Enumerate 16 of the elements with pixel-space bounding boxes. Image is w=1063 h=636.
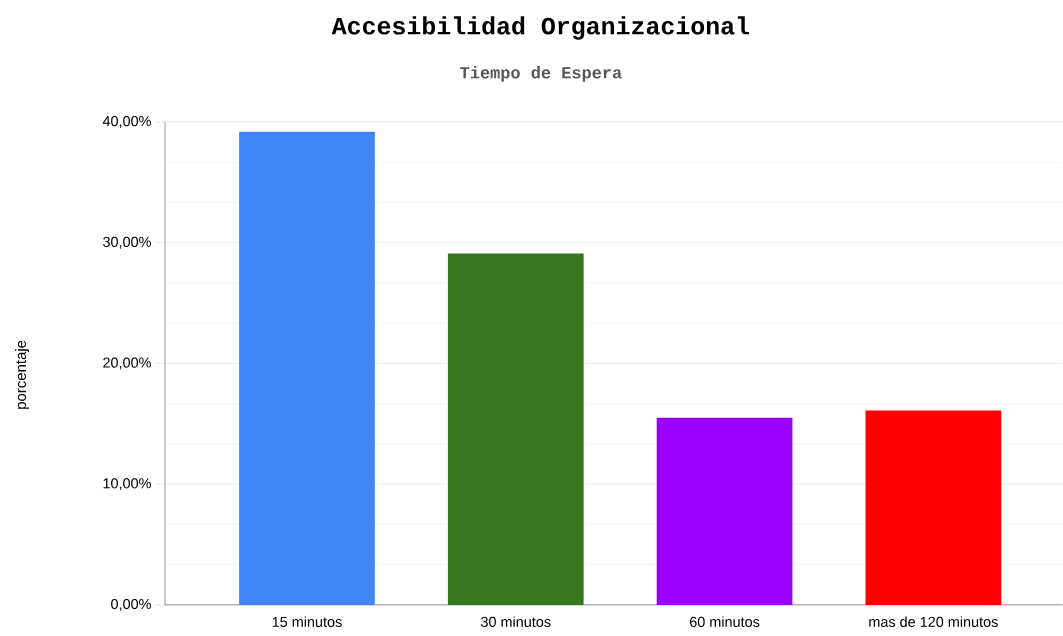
x-tick-label: mas de 120 minutos	[869, 616, 998, 628]
x-tick-label: 15 minutos	[272, 616, 342, 628]
chart-subtitle: Tiempo de Espera	[460, 66, 622, 82]
bar	[656, 417, 793, 605]
x-tick-label: 30 minutos	[480, 616, 551, 628]
x-tick-label: 60 minutos	[689, 616, 760, 628]
y-tick-label: 0,00%	[111, 598, 151, 611]
y-axis-title: porcentaje	[15, 340, 29, 409]
y-tick-label: 30,00%	[103, 236, 151, 249]
bar	[239, 131, 375, 605]
y-tick-label: 10,00%	[103, 478, 151, 491]
bar	[447, 253, 584, 605]
chart-title: Accesibilidad Organizacional	[331, 16, 750, 40]
y-tick-label: 40,00%	[102, 116, 151, 128]
y-tick-label: 20,00%	[103, 357, 151, 370]
bar	[865, 410, 1002, 605]
